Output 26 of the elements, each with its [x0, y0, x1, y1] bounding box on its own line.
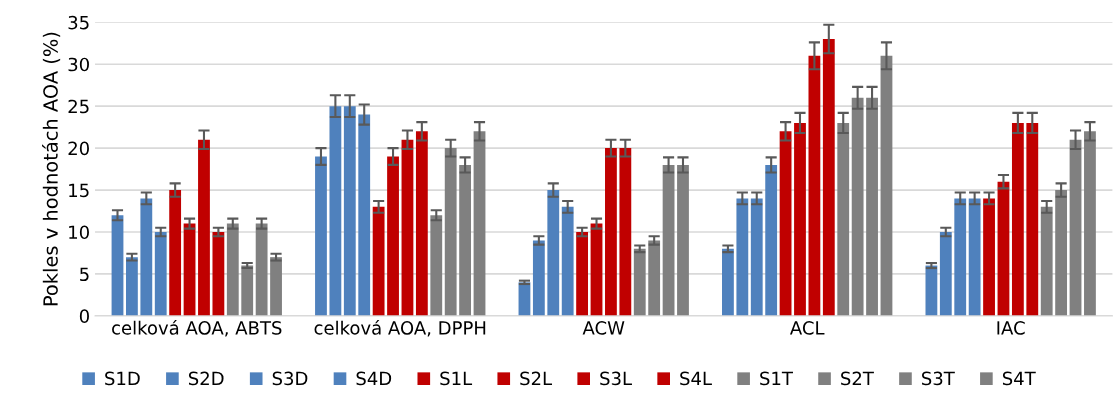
- y-tick-label: 35: [68, 15, 89, 30]
- legend-label: S2T: [841, 371, 874, 386]
- legend-label: S1L: [440, 371, 473, 386]
- x-tick-label: ACL: [789, 321, 825, 335]
- legend-label: S3T: [922, 371, 955, 386]
- legend-label: S4D: [356, 371, 392, 386]
- legend-label: S2D: [188, 371, 224, 386]
- y-tick-label: 25: [68, 99, 89, 114]
- legend-label: S1D: [105, 371, 140, 386]
- y-tick-label: 20: [68, 141, 89, 156]
- x-tick-label: IAC: [997, 321, 1025, 335]
- legend-label: S1T: [760, 371, 793, 386]
- y-tick-label: 30: [68, 57, 89, 72]
- legend-label: S2L: [520, 371, 553, 386]
- legend-label: S4L: [680, 371, 712, 386]
- legend-label: S3D: [272, 371, 308, 386]
- y-tick-label: 15: [69, 183, 89, 198]
- x-tick-label: ACW: [582, 321, 625, 335]
- x-tick-label: celková AOA, DPPH: [314, 320, 486, 337]
- y-tick-label: 0: [79, 309, 89, 324]
- y-tick-label: 5: [80, 267, 89, 282]
- legend-label: S4T: [1002, 371, 1036, 386]
- y-tick-label: 10: [69, 225, 89, 240]
- y-axis-title: Pokles v hodnotách AOA (%): [42, 32, 61, 306]
- legend-label: S3L: [600, 371, 632, 386]
- x-tick-label: celková AOA, ABTS: [112, 320, 282, 337]
